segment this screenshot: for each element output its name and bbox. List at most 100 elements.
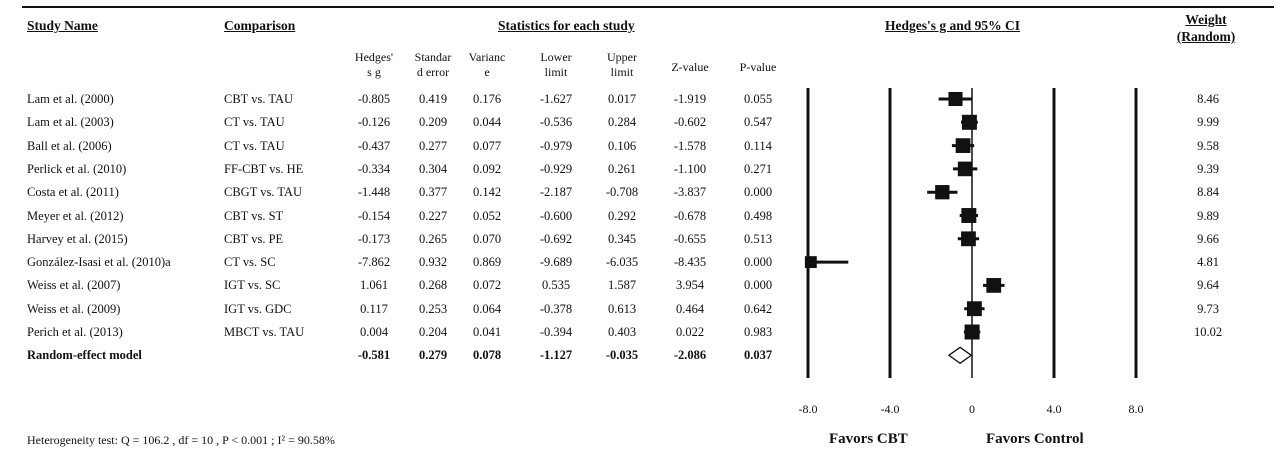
comparison-cell: CT vs. TAU	[224, 138, 285, 153]
g-cell: -0.126	[357, 115, 391, 130]
g-cell: 0.004	[359, 325, 389, 339]
z-cell: -0.655	[673, 231, 707, 246]
subheader-se-line1: Standar	[414, 50, 452, 64]
x-tick-label: -8.0	[799, 402, 818, 416]
subheader-p-value: P-value	[739, 60, 777, 74]
subheader-upper-line2: limit	[610, 65, 634, 79]
p-cell: 0.498	[743, 208, 773, 223]
study-name-cell: Harvey et al. (2015)	[27, 231, 128, 246]
top-rule	[22, 6, 1274, 8]
p-cell: 0.114	[744, 138, 772, 153]
summary-lower-cell: -1.127	[539, 348, 573, 363]
heterogeneity-test: Heterogeneity test: Q = 106.2 , df = 10 …	[27, 433, 335, 447]
comparison-cell: MBCT vs. TAU	[224, 325, 305, 339]
effect-marker	[948, 91, 963, 107]
subheader-var-line1: Varianc	[468, 50, 506, 64]
header-statistics: Statistics for each study	[498, 18, 635, 33]
var-cell: 0.052	[472, 208, 502, 223]
p-cell: 0.547	[743, 115, 773, 130]
se-cell: 0.932	[418, 255, 448, 270]
z-cell: -1.578	[673, 138, 707, 153]
var-cell: 0.072	[472, 278, 502, 293]
subheader-g-line2: s g	[367, 65, 381, 79]
lower-cell: -0.600	[539, 208, 573, 223]
effect-marker	[961, 231, 976, 247]
weight-cell: 10.02	[1193, 325, 1223, 339]
p-cell: 0.000	[743, 278, 773, 293]
p-cell: 0.513	[743, 231, 773, 246]
var-cell: 0.176	[472, 92, 502, 106]
weight-cell: 9.58	[1197, 138, 1219, 153]
z-cell: -3.837	[673, 185, 707, 200]
weight-cell: 9.99	[1197, 115, 1219, 130]
header-comparison: Comparison	[224, 18, 296, 33]
weight-cell: 4.81	[1197, 255, 1219, 270]
x-tick-label: 0	[969, 402, 975, 416]
g-cell: -0.334	[357, 161, 391, 176]
x-tick-label: 8.0	[1129, 402, 1144, 416]
subheader-hedges-g: Hedges' s g	[348, 50, 400, 80]
subheader-lower-line1: Lower	[540, 50, 572, 64]
g-cell: 1.061	[359, 278, 389, 293]
weight-cell: 9.39	[1197, 161, 1219, 176]
lower-cell: -0.692	[539, 231, 573, 246]
z-cell: -0.602	[673, 115, 707, 130]
lower-cell: -0.929	[539, 161, 573, 176]
se-cell: 0.253	[418, 301, 448, 316]
study-name-cell: Ball et al. (2006)	[27, 138, 112, 153]
lower-cell: -0.394	[539, 325, 573, 339]
upper-cell: 0.284	[607, 115, 637, 130]
subheader-g-line1: Hedges'	[354, 50, 394, 64]
z-cell: -1.100	[673, 161, 707, 176]
se-cell: 0.377	[418, 185, 448, 200]
se-cell: 0.209	[418, 115, 448, 130]
summary-var-cell: 0.078	[472, 348, 502, 363]
p-cell: 0.000	[743, 185, 773, 200]
subheader-std-error: Standar d error	[407, 50, 459, 80]
comparison-cell: CBT vs. PE	[224, 231, 284, 246]
z-cell: -1.919	[673, 92, 707, 106]
g-cell: 0.117	[360, 301, 388, 316]
header-study-name: Study Name	[27, 18, 98, 33]
upper-cell: 0.292	[607, 208, 637, 223]
weight-cell: 9.73	[1197, 301, 1219, 316]
weight-cell: 9.66	[1197, 231, 1219, 246]
study-name-cell: Weiss et al. (2009)	[27, 301, 121, 316]
p-cell: 0.055	[743, 92, 773, 106]
upper-cell: 0.106	[607, 138, 637, 153]
study-name-cell: Meyer et al. (2012)	[27, 208, 124, 223]
effect-marker	[957, 161, 973, 177]
var-cell: 0.041	[472, 325, 502, 339]
favors-cbt-label: Favors CBT	[829, 431, 908, 447]
subheader-z-value: Z-value	[671, 60, 709, 74]
lower-cell: 0.535	[541, 278, 571, 293]
upper-cell: 0.345	[607, 231, 637, 246]
header-weight-line2: (Random)	[1176, 29, 1236, 44]
weight-cell: 9.64	[1197, 278, 1219, 293]
se-cell: 0.265	[418, 231, 448, 246]
se-cell: 0.419	[418, 92, 448, 106]
g-cell: -0.173	[357, 231, 391, 246]
summary-upper-cell: -0.035	[605, 348, 639, 363]
comparison-cell: CBT vs. TAU	[224, 92, 294, 106]
lower-cell: -1.627	[539, 92, 573, 106]
header-ci: Hedges's g and 95% CI	[885, 18, 1021, 33]
z-cell: -8.435	[673, 255, 707, 270]
z-cell: 0.022	[675, 325, 705, 339]
lower-cell: -0.378	[539, 301, 573, 316]
se-cell: 0.268	[418, 278, 448, 293]
lower-cell: -9.689	[539, 255, 573, 270]
summary-g-cell: -0.581	[357, 348, 391, 363]
summary-label: Random-effect model	[27, 348, 142, 363]
var-cell: 0.064	[472, 301, 502, 316]
var-cell: 0.869	[472, 255, 502, 270]
se-cell: 0.204	[418, 325, 448, 339]
upper-cell: 0.017	[607, 92, 637, 106]
se-cell: 0.304	[418, 161, 448, 176]
lower-cell: -0.536	[539, 115, 573, 130]
lower-cell: -2.187	[539, 185, 573, 200]
upper-cell: -0.708	[605, 185, 639, 200]
weight-cell: 8.84	[1197, 185, 1219, 200]
effect-marker	[964, 324, 980, 340]
comparison-cell: CT vs. TAU	[224, 115, 285, 130]
